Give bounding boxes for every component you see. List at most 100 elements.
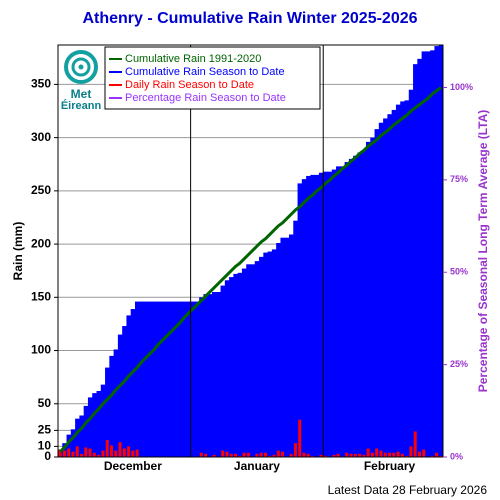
daily-bar [400, 453, 404, 457]
cumulative-bar [434, 46, 440, 457]
daily-bar [422, 449, 426, 457]
cumulative-bar [139, 301, 144, 457]
cumulative-bar [173, 301, 179, 457]
cumulative-bar [361, 150, 367, 457]
y2-tick-label: 25% [450, 359, 468, 369]
cumulative-bar [314, 174, 320, 457]
cumulative-bar [92, 393, 97, 457]
cumulative-bar [259, 256, 264, 457]
daily-bar [263, 452, 267, 457]
cumulative-bar [160, 301, 166, 457]
cumulative-bar [438, 45, 444, 457]
y-tick-label: 300 [31, 130, 51, 144]
cumulative-bar [100, 384, 106, 457]
y-tick-label: 250 [31, 183, 51, 197]
cumulative-bar [284, 237, 290, 457]
cumulative-bar [348, 158, 354, 457]
footer-note: Latest Data 28 February 2026 [328, 483, 488, 497]
daily-bar [127, 446, 131, 457]
cumulative-bar [147, 301, 153, 457]
daily-bar [109, 445, 113, 457]
x-tick-label: February [364, 459, 416, 473]
daily-bar [396, 451, 400, 457]
daily-bar [88, 448, 92, 457]
daily-bar [67, 448, 71, 457]
legend-label: Cumulative Rain 1991-2020 [125, 53, 261, 65]
cumulative-bar [87, 397, 93, 457]
daily-bar [212, 454, 216, 457]
y-axis-title: Rain (mm) [11, 222, 25, 281]
legend-label: Percentage Rain Season to Date [125, 92, 286, 104]
y-tick-label: 200 [31, 236, 51, 250]
cumulative-bar [344, 162, 350, 457]
cumulative-bar [224, 280, 230, 457]
cumulative-bar [216, 291, 221, 457]
daily-bar [362, 454, 366, 457]
daily-bar [101, 450, 105, 457]
daily-bar [281, 451, 285, 457]
daily-bar [358, 453, 362, 457]
legend-label: Daily Rain Season to Date [125, 79, 254, 91]
daily-bar [332, 454, 336, 457]
cumulative-bar [126, 315, 132, 457]
cumulative-bar [327, 171, 333, 458]
daily-bar [234, 453, 238, 457]
daily-bar [105, 439, 109, 457]
daily-bar [225, 451, 229, 457]
y-tick-label: 10 [38, 439, 52, 453]
cumulative-bar [177, 301, 183, 457]
daily-bar [409, 446, 413, 457]
daily-bar [229, 453, 233, 457]
daily-bar [302, 452, 306, 457]
daily-bar [221, 450, 225, 457]
logo-swirl [78, 64, 84, 70]
daily-bar [71, 451, 75, 457]
cumulative-bar [254, 261, 260, 457]
cumulative-bar [83, 405, 89, 457]
daily-bar [417, 451, 421, 457]
daily-bar [246, 452, 250, 457]
cumulative-bar [250, 264, 256, 457]
legend-label: Cumulative Rain Season to Date [125, 66, 285, 78]
daily-bar [306, 453, 310, 457]
y2-tick-label: 0% [450, 451, 463, 461]
daily-bar [118, 442, 122, 457]
daily-bar [204, 453, 208, 457]
cumulative-bar [152, 301, 157, 457]
daily-bar [319, 454, 323, 457]
cumulative-bar [263, 252, 269, 457]
cumulative-bar [318, 172, 324, 457]
cumulative-bar [336, 166, 341, 458]
daily-bar [366, 448, 370, 457]
cumulative-bar [357, 152, 363, 458]
y-tick-label: 25 [38, 423, 52, 437]
daily-bar [370, 452, 374, 457]
cumulative-bar [130, 309, 136, 457]
x-tick-label: January [234, 459, 280, 473]
cumulative-bar [289, 234, 294, 457]
cumulative-bar [233, 273, 239, 457]
daily-bar [311, 455, 315, 457]
cumulative-bar [331, 169, 337, 457]
cumulative-bar [271, 249, 277, 457]
cumulative-bar [391, 109, 397, 458]
cumulative-bar [276, 243, 281, 457]
y-tick-label: 50 [38, 396, 52, 410]
daily-bar [131, 450, 135, 457]
daily-bar [259, 452, 263, 457]
cumulative-bar [122, 326, 127, 457]
cumulative-bar [370, 137, 375, 457]
y2-tick-label: 75% [450, 174, 468, 184]
daily-bar [388, 452, 392, 457]
plot-frame [57, 44, 444, 458]
cumulative-bar [425, 51, 431, 457]
daily-bar [135, 449, 139, 457]
cumulative-bar [237, 272, 243, 457]
cumulative-bar [169, 301, 174, 457]
daily-bar [298, 419, 302, 457]
cumulative-bar [353, 155, 358, 457]
cumulative-bar [156, 301, 162, 457]
